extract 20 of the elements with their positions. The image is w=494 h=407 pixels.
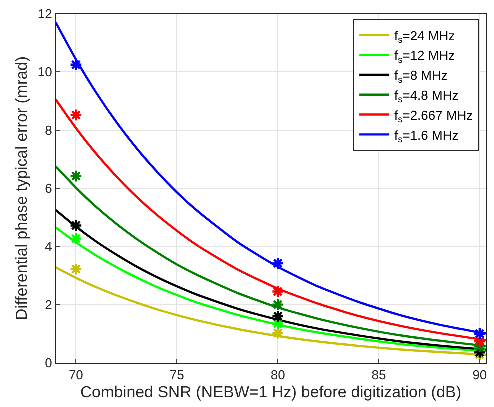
y-tick-label: 2 [45, 297, 52, 312]
y-tick-label: 0 [45, 356, 52, 371]
x-tick-label: 75 [170, 368, 184, 383]
legend-label: f$_{s}$=8 MHz [394, 68, 448, 85]
y-tick-label: 4 [45, 239, 52, 254]
x-tick-label: 70 [68, 368, 84, 383]
y-axis-title: Differential phase typical error (mrad) [14, 56, 31, 320]
x-tick-label: 80 [270, 368, 286, 383]
legend-label: f$_{s}$=24 MHz [394, 28, 456, 45]
y-tick-label: 8 [45, 122, 52, 138]
legend-label: f$_{s}$=2.667 MHz [394, 108, 474, 125]
x-tick-label: 85 [372, 368, 386, 383]
legend-label: f$_{s}$=4.8 MHz [394, 88, 459, 105]
x-axis-title: Combined SNR (NEBW=1 Hz) before digitization (dB) [80, 384, 462, 402]
y-tick-label: 6 [45, 181, 52, 196]
x-tick-label: 90 [472, 368, 488, 383]
legend-label: f$_{s}$=12 MHz [394, 48, 456, 65]
legend-label: f$_{s}$=1.6 MHz [394, 128, 459, 144]
y-tick-label: 10 [38, 64, 52, 80]
y-tick-label: 12 [38, 6, 52, 22]
